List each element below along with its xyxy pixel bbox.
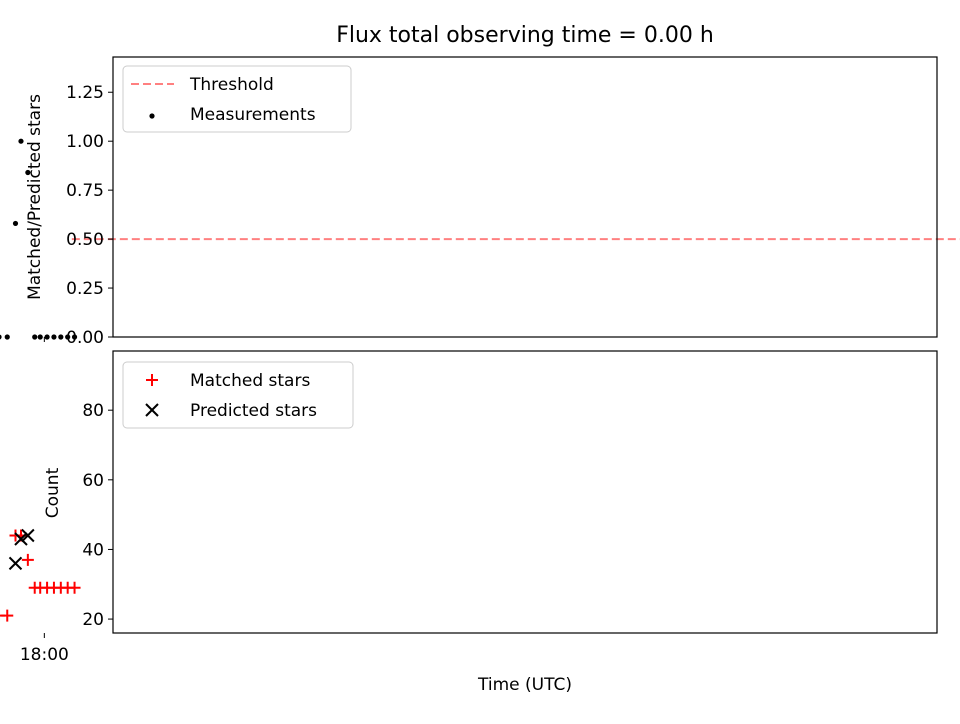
x-tick-label: 18:00 (20, 645, 69, 665)
top-y-axis-label: Matched/Predicted stars (25, 94, 45, 300)
matched-star-point (0, 609, 6, 622)
predicted-star-point (14, 532, 28, 546)
predicted-star-point (8, 556, 23, 571)
bottom-y-tick-label: 20 (82, 610, 104, 630)
measurement-point (4, 334, 10, 340)
matched-star-point (21, 553, 34, 566)
bottom-y-axis-label: Count (43, 467, 63, 518)
top-y-tick-label: 1.00 (66, 132, 104, 152)
bottom-y-ticks: 20 40 60 80 (82, 401, 113, 630)
top-axes-frame (112, 56, 938, 338)
top-x-ticks (43, 337, 45, 342)
bottom-panel: 20 40 60 80 18:0020:0022:0000:0002:0004:000… (0, 350, 938, 695)
bottom-y-tick-label: 60 (82, 471, 104, 491)
measurement-point (71, 334, 78, 340)
bottom-axes-frame (112, 350, 938, 634)
measurement-point (32, 334, 38, 340)
top-y-tick-label: 0.50 (66, 230, 104, 250)
chart-title: Flux total observing time = 0.00 h (336, 23, 714, 48)
measurement-point (65, 334, 71, 340)
predicted-star-point (21, 528, 35, 543)
top-legend-box (122, 65, 352, 133)
bottom-y-tick-label: 40 (82, 540, 104, 560)
bottom-x-ticks: 18:0020:0022:0000:0002:0004:0006:00 (20, 633, 69, 665)
measurement-point (37, 334, 43, 340)
measurement-point (51, 334, 57, 340)
measurement-point (58, 334, 64, 340)
top-plot-marks (0, 138, 960, 340)
measurement-point (44, 334, 50, 340)
top-legend: Threshold Measurements (122, 65, 352, 133)
top-panel: 0.00 0.25 0.50 0.75 1.00 1.25 Matched/Predict… (0, 56, 960, 348)
measurement-point (25, 169, 31, 176)
measurement-point (0, 334, 2, 340)
top-y-ticks: 0.00 0.25 0.50 0.75 1.00 1.25 (66, 83, 113, 348)
legend-predicted-label: Predicted stars (190, 401, 317, 421)
matched-star-point (9, 529, 22, 542)
legend-measurements-label: Measurements (190, 105, 316, 125)
matched-star-point (28, 581, 41, 594)
legend-predicted-swatch (145, 403, 159, 417)
legend-matched-label: Matched stars (190, 371, 310, 391)
top-y-tick-label: 1.25 (66, 83, 104, 103)
top-y-tick-label: 0.00 (66, 328, 104, 348)
bottom-legend: Matched stars Predicted stars (122, 361, 354, 429)
x-axis-label: Time (UTC) (477, 675, 572, 695)
bottom-plot-marks (0, 528, 81, 622)
top-y-tick-label: 0.75 (66, 181, 104, 201)
measurement-point (12, 220, 19, 227)
top-y-tick-label: 0.25 (66, 279, 104, 299)
measurement-point (18, 138, 24, 144)
legend-threshold-label: Threshold (189, 75, 274, 95)
legend-matched-swatch (146, 374, 158, 386)
bottom-y-tick-label: 80 (82, 401, 104, 421)
bottom-legend-box (122, 361, 354, 429)
legend-measurements-swatch (149, 113, 155, 119)
